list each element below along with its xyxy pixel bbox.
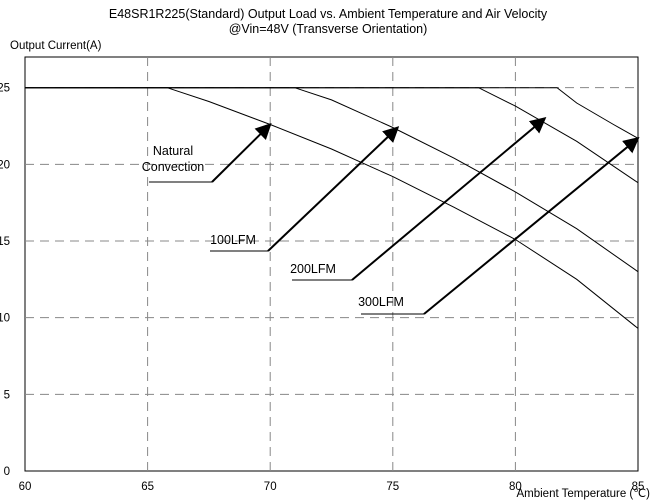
y-tick-label: 25 [0, 83, 10, 95]
y-tick-label: 20 [0, 159, 10, 171]
x-tick-label: 75 [386, 481, 399, 493]
tick-labels: 60 65 70 75 80 85 0 5 10 15 20 25 [0, 83, 644, 493]
x-axis-label: Ambient Temperature (℃) [516, 488, 650, 500]
annotation-label: 100LFM [210, 233, 256, 247]
annotation-arrow [351, 117, 547, 281]
annotation-arrow [423, 136, 640, 315]
x-tick-label: 60 [19, 481, 32, 493]
annotation-label: Convection [142, 160, 205, 174]
y-tick-label: 0 [4, 466, 10, 478]
x-tick-label: 70 [264, 481, 277, 493]
annotations: Natural Convection 100LFM 200LFM 300LFM [142, 117, 640, 315]
series-line-100lfm [25, 87, 639, 273]
annotation-label: 200LFM [290, 262, 336, 276]
series-line-natural-convection [25, 87, 639, 329]
x-tick-label: 80 [509, 481, 522, 493]
x-tick-label: 65 [141, 481, 154, 493]
y-tick-label: 15 [0, 236, 10, 248]
annotation-label: 300LFM [358, 295, 404, 309]
y-tick-label: 5 [4, 389, 10, 401]
x-tick-label: 85 [632, 481, 645, 493]
chart-title: E48SR1R225(Standard) Output Load vs. Amb… [108, 7, 548, 21]
annotation-arrow [267, 126, 400, 252]
chart-subtitle: @Vin=48V (Transverse Orientation) [228, 22, 428, 36]
series-line-300lfm [25, 87, 639, 139]
series-lines [25, 87, 639, 329]
annotation-label: Natural [153, 144, 193, 158]
y-axis-label: Output Current(A) [10, 40, 102, 52]
y-tick-label: 10 [0, 313, 10, 325]
annotation-arrow [211, 123, 272, 183]
